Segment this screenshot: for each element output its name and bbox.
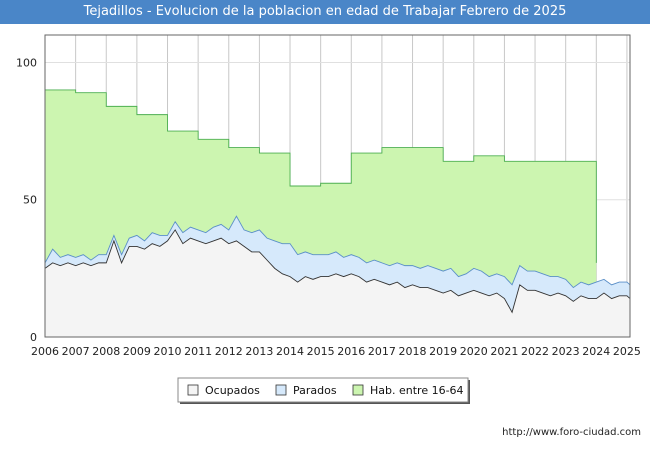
line-hab-entre-16-64	[45, 89, 597, 263]
x-tick-label: 2021	[490, 345, 518, 358]
x-tick-label: 2024	[582, 345, 610, 358]
plot-border	[44, 34, 631, 338]
source-credit: http://www.foro-ciudad.com	[502, 427, 641, 438]
x-tick-label: 2006	[31, 345, 59, 358]
chart-title: Tejadillos - Evolucion de la poblacion e…	[0, 0, 650, 24]
x-tick-label: 2016	[337, 345, 365, 358]
y-tick-label: 50	[23, 194, 37, 207]
x-tick-label: 2020	[460, 345, 488, 358]
x-tick-label: 2009	[123, 345, 151, 358]
area-ocupados	[45, 229, 630, 337]
x-tick-label: 2018	[399, 345, 427, 358]
x-axis-labels: 2006 2007 2008 2009 2010 2011 2012 2013 2014 2015…	[31, 345, 641, 358]
y-tick-label: 0	[30, 331, 37, 344]
x-tick-label: 2017	[368, 345, 396, 358]
legend-swatch	[275, 384, 287, 396]
line-parados	[44, 215, 631, 289]
legend-swatch	[187, 384, 199, 396]
x-tick-label: 2010	[154, 345, 182, 358]
legend-box	[177, 377, 469, 403]
legend: Ocupados Parados Hab. entre 16-64	[177, 377, 470, 404]
line-ocupados	[44, 229, 631, 314]
legend-label: Hab. entre 16-64	[370, 384, 464, 397]
legend-swatch	[352, 384, 364, 396]
x-tick-label: 2011	[184, 345, 212, 358]
legend-label: Ocupados	[205, 384, 260, 397]
x-tick-label: 2014	[276, 345, 304, 358]
data-areas	[44, 89, 631, 337]
x-tick-label: 2013	[245, 345, 273, 358]
x-tick-label: 2008	[92, 345, 120, 358]
x-tick-label: 2022	[521, 345, 549, 358]
x-tick-label: 2007	[62, 345, 90, 358]
x-tick-label: 2019	[429, 345, 457, 358]
legend-label: Parados	[293, 384, 337, 397]
y-tick-label: 100	[16, 56, 37, 69]
y-axis-labels: 0 50 100	[16, 56, 37, 344]
x-tick-label: 2025	[613, 345, 641, 358]
x-tick-label: 2023	[552, 345, 580, 358]
x-tick-label: 2015	[307, 345, 335, 358]
plot-frame	[44, 34, 631, 338]
x-tick-label: 2012	[215, 345, 243, 358]
